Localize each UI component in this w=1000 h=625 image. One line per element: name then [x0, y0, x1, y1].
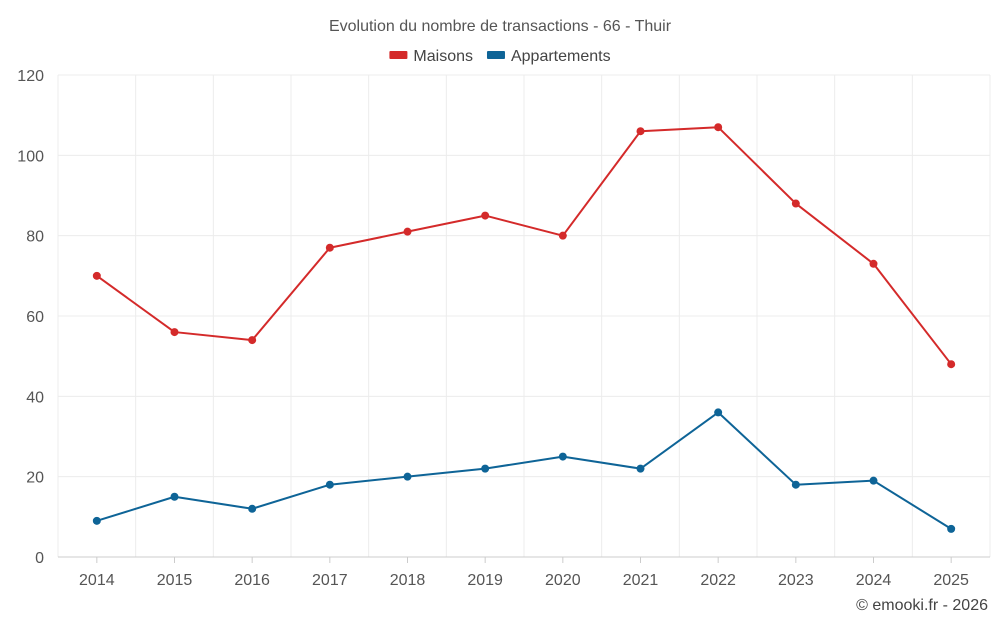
- data-point-maisons[interactable]: [248, 336, 257, 345]
- data-point-appartements[interactable]: [558, 452, 567, 461]
- legend-swatch: [389, 51, 408, 59]
- data-point-appartements[interactable]: [636, 464, 645, 473]
- x-tick-label: 2018: [390, 572, 426, 589]
- data-point-appartements[interactable]: [714, 408, 723, 417]
- x-tick-label: 2022: [700, 572, 736, 589]
- x-tick-label: 2017: [312, 572, 348, 589]
- y-tick-label: 20: [26, 470, 44, 487]
- data-point-maisons[interactable]: [403, 227, 412, 236]
- data-point-appartements[interactable]: [248, 504, 257, 513]
- x-tick-label: 2021: [623, 572, 659, 589]
- legend-swatch: [486, 51, 505, 59]
- y-tick-label: 80: [26, 229, 44, 246]
- legend-item-maisons[interactable]: Maisons: [389, 48, 473, 65]
- data-point-maisons[interactable]: [92, 271, 101, 280]
- legend-label: Maisons: [413, 48, 473, 65]
- data-point-appartements[interactable]: [947, 524, 956, 533]
- y-tick-label: 120: [17, 68, 44, 85]
- data-point-maisons[interactable]: [170, 328, 179, 337]
- series-line-maisons: [96, 126, 952, 365]
- y-axis: 0 20 40 60 80 100 120: [17, 68, 44, 567]
- grid: [57, 74, 991, 557]
- x-tick-label: 2020: [545, 572, 581, 589]
- data-point-maisons[interactable]: [481, 211, 490, 220]
- data-point-maisons[interactable]: [947, 360, 956, 369]
- x-tick-label: 2016: [234, 572, 270, 589]
- x-tick-label: 2023: [778, 572, 814, 589]
- x-tick-label: 2015: [157, 572, 193, 589]
- data-point-appartements[interactable]: [92, 516, 101, 525]
- y-tick-label: 0: [35, 550, 44, 567]
- x-tick-label: 2025: [933, 572, 969, 589]
- data-point-appartements[interactable]: [325, 480, 334, 489]
- legend-label: Appartements: [511, 48, 611, 65]
- legend-item-appartements[interactable]: Appartements: [486, 48, 611, 65]
- series-line-appartements: [96, 411, 952, 530]
- data-point-appartements[interactable]: [791, 480, 800, 489]
- legend: Maisons Appartements: [389, 48, 611, 65]
- y-tick-label: 60: [26, 309, 44, 326]
- chart-title: Evolution du nombre de transactions - 66…: [329, 18, 672, 35]
- x-tick-label: 2014: [79, 572, 115, 589]
- data-point-appartements[interactable]: [170, 492, 179, 501]
- data-point-maisons[interactable]: [325, 243, 334, 252]
- data-point-appartements[interactable]: [403, 472, 412, 481]
- x-tick-label: 2019: [467, 572, 503, 589]
- data-point-maisons[interactable]: [636, 127, 645, 136]
- series-group: [92, 123, 956, 533]
- data-point-maisons[interactable]: [558, 231, 567, 240]
- y-tick-label: 40: [26, 389, 44, 406]
- credit-label: © emooki.fr - 2026: [856, 597, 988, 614]
- data-point-maisons[interactable]: [714, 123, 723, 132]
- y-tick-label: 100: [17, 148, 44, 165]
- x-axis: 2014 2015 2016 2017 2018 2019 2020 2021 2022 2023…: [58, 556, 990, 589]
- data-point-appartements[interactable]: [481, 464, 490, 473]
- data-point-maisons[interactable]: [791, 199, 800, 208]
- data-point-maisons[interactable]: [869, 259, 878, 268]
- x-tick-label: 2024: [856, 572, 892, 589]
- data-point-appartements[interactable]: [869, 476, 878, 485]
